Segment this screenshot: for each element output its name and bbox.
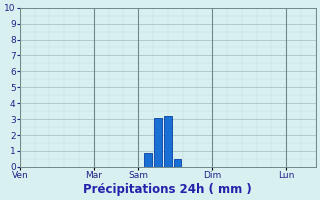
X-axis label: Précipitations 24h ( mm ): Précipitations 24h ( mm ) [84,183,252,196]
Bar [144,153,152,167]
Bar [164,116,172,167]
Bar [154,118,162,167]
Bar [174,159,181,167]
